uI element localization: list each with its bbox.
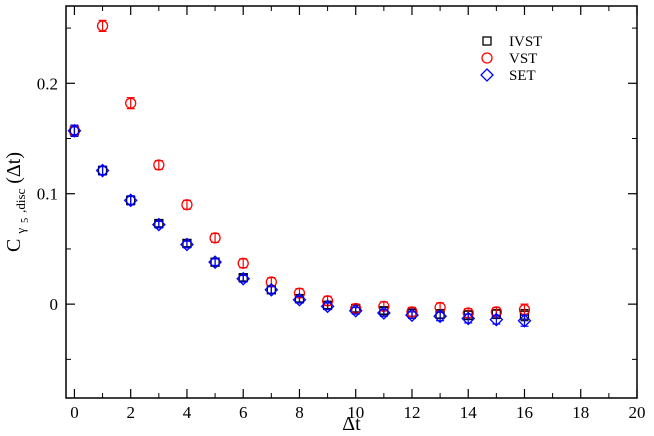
data-point bbox=[123, 193, 138, 208]
x-tick-label: 0 bbox=[70, 403, 79, 422]
data-point bbox=[292, 292, 307, 307]
y-tick-label: 0.1 bbox=[37, 185, 58, 204]
data-point bbox=[96, 20, 109, 32]
legend-label-vst: VST bbox=[509, 51, 537, 67]
data-marks bbox=[67, 19, 532, 328]
y-tick-label: 0 bbox=[50, 295, 59, 314]
data-point bbox=[236, 271, 251, 286]
series-set bbox=[67, 123, 532, 328]
data-point bbox=[461, 311, 476, 326]
legend-label-ivst: IVST bbox=[509, 34, 542, 50]
plot-frame bbox=[65, 5, 638, 399]
x-tick-label: 6 bbox=[239, 403, 248, 422]
axis-ticks: 0 2 4 6 8 10 12 14 16 18 20 0 0.1 0.2 bbox=[37, 6, 646, 422]
x-tick-label: 2 bbox=[126, 403, 135, 422]
data-point bbox=[208, 255, 222, 270]
data-point bbox=[264, 282, 279, 297]
x-tick-label: 8 bbox=[295, 403, 304, 422]
legend-label-set: SET bbox=[509, 68, 536, 84]
x-tick-label: 10 bbox=[347, 403, 364, 422]
data-point bbox=[517, 313, 532, 328]
data-point bbox=[405, 308, 419, 323]
data-point bbox=[125, 97, 137, 109]
data-point bbox=[151, 217, 166, 232]
x-axis-label: Δt bbox=[342, 413, 361, 435]
data-point bbox=[210, 257, 220, 267]
y-axis-label-subscript: γ bbox=[13, 228, 28, 235]
y-axis-label-subscript-tail: ,disc bbox=[13, 189, 28, 213]
data-point bbox=[433, 309, 448, 324]
y-axis-label-main: C bbox=[3, 239, 25, 252]
y-axis-label-suffix: (Δt) bbox=[3, 152, 25, 184]
data-point bbox=[153, 159, 165, 171]
x-tick-label: 4 bbox=[183, 403, 192, 422]
data-point bbox=[67, 123, 82, 138]
data-point bbox=[95, 163, 110, 178]
data-point bbox=[376, 306, 391, 320]
data-point bbox=[209, 232, 221, 244]
data-point bbox=[489, 312, 504, 327]
x-tick-label: 18 bbox=[572, 403, 589, 422]
data-point bbox=[348, 303, 363, 318]
x-tick-label: 12 bbox=[403, 403, 420, 422]
data-point bbox=[180, 237, 194, 252]
y-axis-label: C γ 5 ,disc (Δt) bbox=[3, 152, 33, 252]
x-tick-label: 14 bbox=[460, 403, 478, 422]
legend-marker-vst bbox=[481, 52, 493, 64]
x-tick-label: 16 bbox=[516, 403, 533, 422]
y-tick-label: 0.2 bbox=[37, 74, 58, 93]
x-tick-label: 20 bbox=[629, 403, 646, 422]
data-point bbox=[181, 199, 193, 211]
legend-marker-ivst bbox=[482, 36, 492, 46]
data-point bbox=[320, 299, 335, 314]
y-axis-label-sub-subscript: 5 bbox=[20, 218, 31, 223]
data-point bbox=[237, 257, 249, 269]
legend-marker-set bbox=[480, 68, 494, 82]
